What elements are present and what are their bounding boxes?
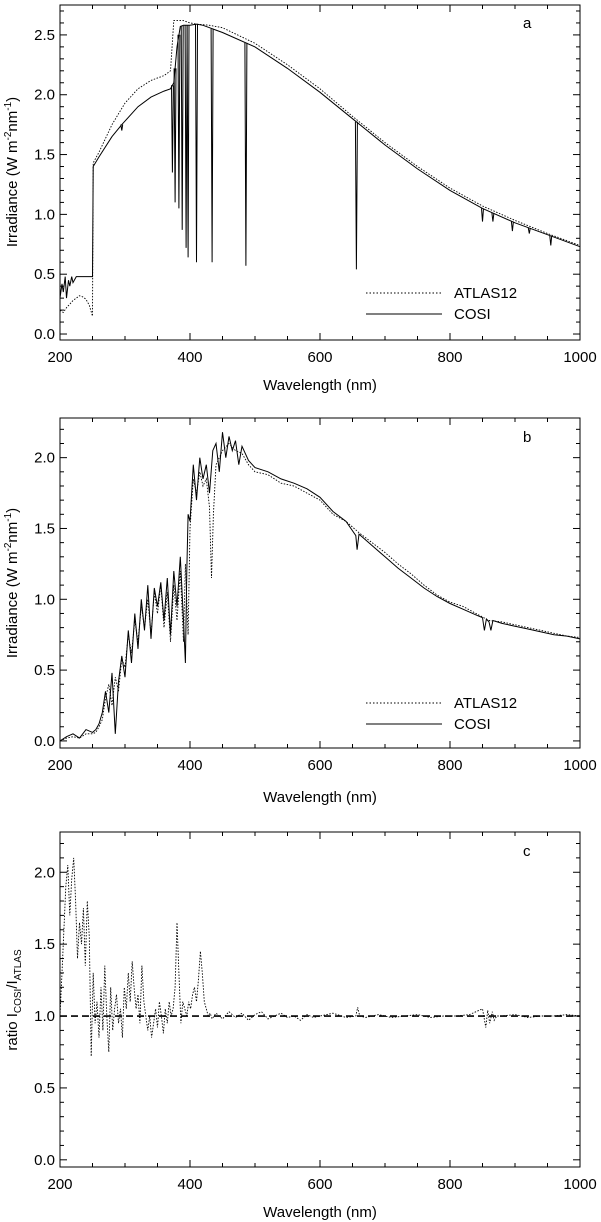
absorption-line bbox=[195, 24, 198, 263]
absorption-line bbox=[244, 42, 248, 266]
x-tick-label: 1000 bbox=[563, 757, 596, 774]
y-tick-label: 2.5 bbox=[34, 27, 55, 44]
panel-letter: a bbox=[523, 15, 532, 32]
y-axis-label: Irradiance (W m-2nm-1) bbox=[3, 97, 21, 247]
x-tick-label: 600 bbox=[307, 1176, 332, 1193]
legend-label-atlas12: ATLAS12 bbox=[454, 695, 517, 712]
absorption-line bbox=[210, 28, 214, 263]
x-axis-label: Wavelength (nm) bbox=[263, 789, 377, 806]
absorption-line bbox=[186, 25, 190, 258]
y-tick-label: 1.0 bbox=[34, 206, 55, 223]
x-axis-label: Wavelength (nm) bbox=[263, 377, 377, 394]
series-line-cosi bbox=[59, 432, 581, 742]
series-line-atlas12 bbox=[59, 20, 581, 317]
absorption-line bbox=[510, 221, 514, 232]
panel-letter: b bbox=[523, 429, 531, 446]
legend-label-cosi: COSI bbox=[454, 306, 491, 323]
x-tick-label: 200 bbox=[47, 1176, 72, 1193]
panel-c-curves bbox=[59, 857, 581, 1057]
panel-a-curves bbox=[59, 20, 581, 317]
x-tick-label: 800 bbox=[437, 757, 462, 774]
y-tick-label: 0.5 bbox=[34, 266, 55, 283]
y-tick-label: 0.5 bbox=[34, 662, 55, 679]
legend-label-cosi: COSI bbox=[454, 716, 491, 733]
series-line-ratio bbox=[59, 857, 581, 1057]
x-tick-label: 200 bbox=[47, 349, 72, 366]
y-tick-label: 1.5 bbox=[34, 147, 55, 164]
y-tick-label: 2.0 bbox=[34, 864, 55, 881]
y-tick-label: 0.0 bbox=[34, 326, 55, 343]
y-axis-label: ratio ICOSI/IATLAS bbox=[4, 949, 24, 1051]
legend-label-atlas12: ATLAS12 bbox=[454, 285, 517, 302]
panel-c: 200 400 600 800 1000 0.0 0.5 1.0 1.5 2.0 c Wavele… bbox=[4, 831, 597, 1221]
y-tick-label: 2.0 bbox=[34, 450, 55, 467]
x-axis-label: Wavelength (nm) bbox=[263, 1204, 377, 1221]
y-tick-label: 1.0 bbox=[34, 1008, 55, 1025]
absorption-line bbox=[120, 124, 124, 131]
absorption-line bbox=[180, 25, 184, 230]
panel-a: 200 400 600 800 1000 0.0 0.5 1.0 1.5 2.0 2.5 a Wav… bbox=[3, 4, 597, 394]
y-tick-label: 2.0 bbox=[34, 87, 55, 104]
x-tick-label: 800 bbox=[437, 1176, 462, 1193]
x-tick-label: 600 bbox=[307, 349, 332, 366]
y-tick-label: 1.5 bbox=[34, 936, 55, 953]
y-axis-label: Irradiance (W m-2nm-1) bbox=[3, 508, 21, 658]
panel-letter: c bbox=[523, 843, 531, 860]
absorption-line bbox=[527, 227, 531, 234]
absorption-line bbox=[491, 212, 495, 222]
x-tick-label: 400 bbox=[177, 1176, 202, 1193]
y-tick-label: 0.0 bbox=[34, 1152, 55, 1169]
absorption-line bbox=[549, 235, 553, 246]
absorption-line bbox=[481, 208, 484, 222]
absorption-line bbox=[354, 121, 358, 270]
series-line-cosi bbox=[59, 23, 581, 299]
x-tick-label: 1000 bbox=[563, 1176, 596, 1193]
x-tick-label: 600 bbox=[307, 757, 332, 774]
x-tick-label: 400 bbox=[177, 349, 202, 366]
absorption-line bbox=[171, 85, 174, 173]
x-tick-label: 200 bbox=[47, 757, 72, 774]
panel-c-ticks: 200 400 600 800 1000 0.0 0.5 1.0 1.5 2.0 bbox=[34, 832, 597, 1193]
absorption-line bbox=[173, 68, 177, 203]
x-tick-label: 1000 bbox=[563, 349, 596, 366]
panel-a-ticks: 200 400 600 800 1000 0.0 0.5 1.0 1.5 2.0 2.5 bbox=[34, 5, 597, 366]
panel-b: 200 400 600 800 1000 0.0 0.5 1.0 1.5 2.0 b Wavele… bbox=[3, 417, 597, 806]
y-tick-label: 0.0 bbox=[34, 733, 55, 750]
y-tick-label: 1.5 bbox=[34, 520, 55, 537]
y-tick-label: 1.0 bbox=[34, 591, 55, 608]
legend: ATLAS12 COSI bbox=[366, 285, 517, 323]
absorption-line bbox=[184, 25, 188, 248]
panel-b-ticks: 200 400 600 800 1000 0.0 0.5 1.0 1.5 2.0 bbox=[34, 418, 597, 774]
absorption-line bbox=[177, 34, 181, 209]
x-tick-label: 800 bbox=[437, 349, 462, 366]
legend: ATLAS12 COSI bbox=[366, 695, 517, 733]
panel-b-curves bbox=[59, 432, 581, 742]
y-tick-label: 0.5 bbox=[34, 1080, 55, 1097]
x-tick-label: 400 bbox=[177, 757, 202, 774]
